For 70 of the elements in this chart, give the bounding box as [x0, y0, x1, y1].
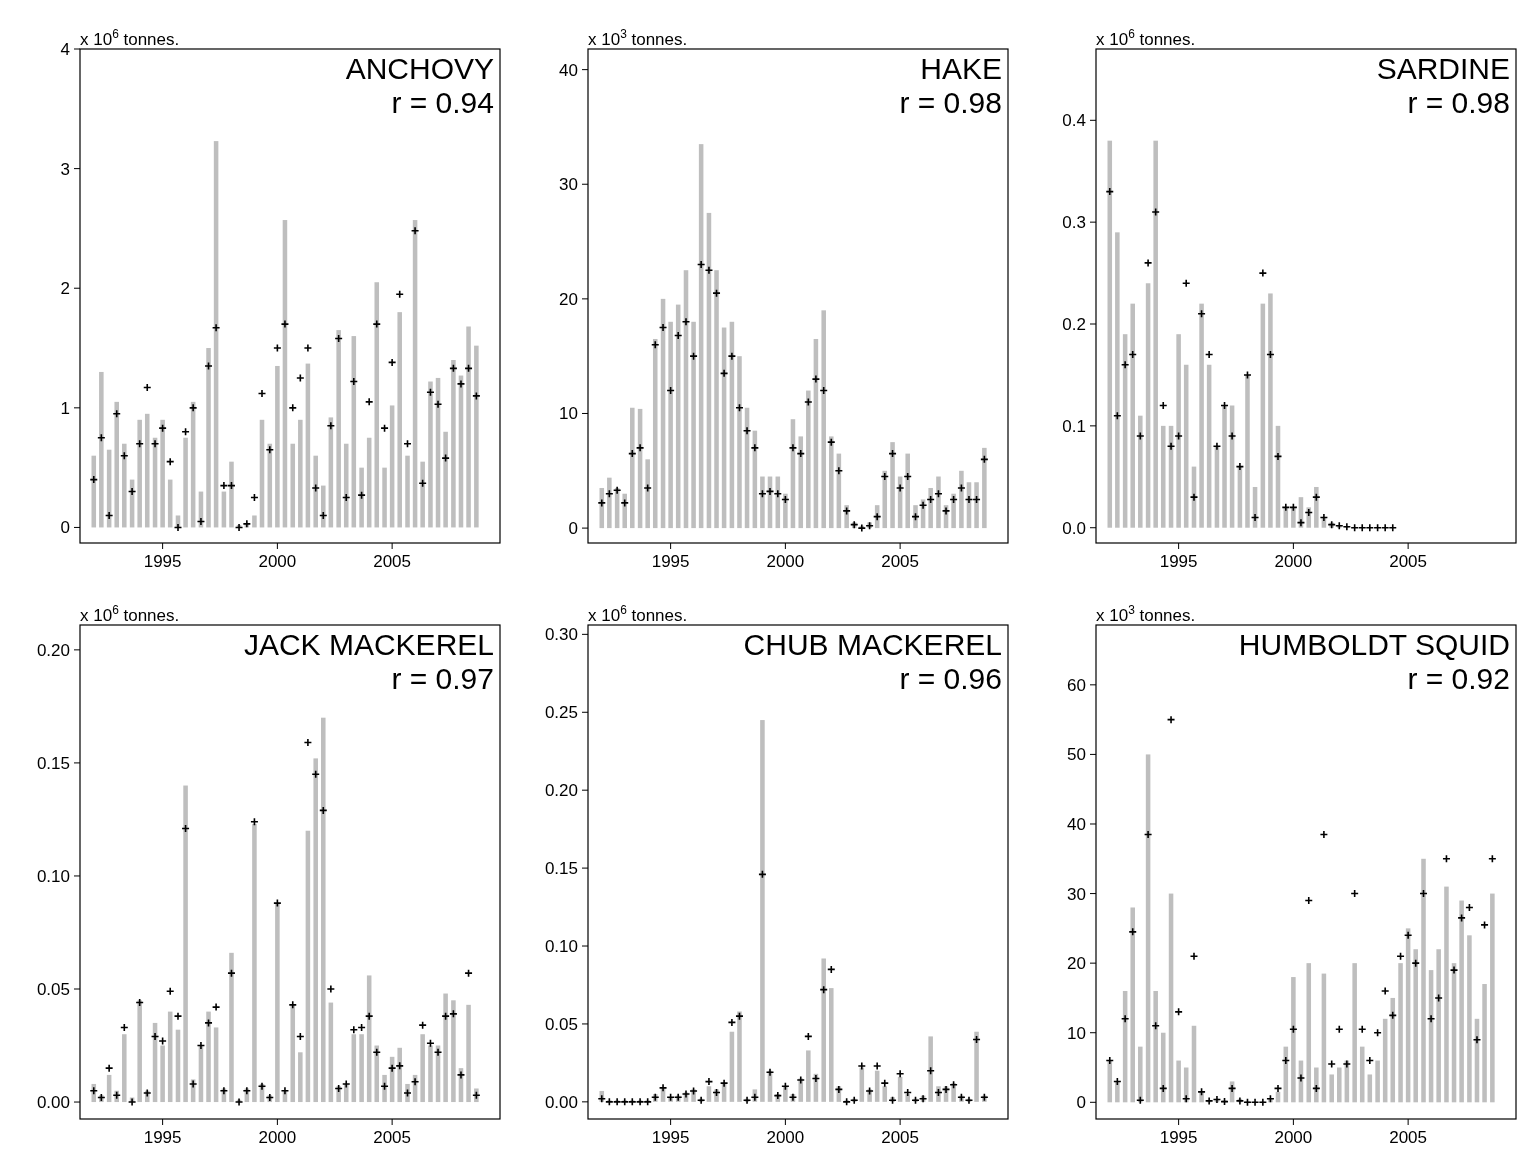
- x-tick-label: 2005: [1389, 552, 1428, 571]
- y-tick-label: 0.00: [36, 1092, 70, 1112]
- y-tick-label: 40: [1067, 814, 1086, 834]
- x-tick-label: 1995: [143, 1128, 182, 1147]
- y-tick-label: 0.10: [36, 866, 70, 886]
- y-tick-label: 0.4: [1062, 111, 1086, 131]
- chart-title: ANCHOVY: [345, 52, 494, 85]
- x-tick-label: 2000: [1274, 1128, 1313, 1147]
- y-tick-label: 2: [60, 279, 70, 299]
- y-tick-label: 0.10: [544, 936, 578, 956]
- annotation: r = 0.97: [391, 662, 494, 695]
- chart-title: SARDINE: [1376, 52, 1510, 85]
- x-tick-label: 2000: [766, 552, 805, 571]
- y-tick-label: 20: [559, 289, 578, 309]
- y-tick-label: 0.20: [544, 781, 578, 801]
- x-tick-label: 2000: [258, 552, 297, 571]
- annotation: r = 0.98: [1407, 86, 1510, 119]
- y-tick-label: 40: [559, 60, 578, 80]
- annotation: r = 0.94: [391, 86, 494, 119]
- y-tick-label: 20: [1067, 954, 1086, 974]
- x-tick-label: 1995: [651, 552, 690, 571]
- y-axis-title: x 10$^{6}$ tonnes.: [80, 603, 180, 625]
- y-tick-label: 0.00: [544, 1092, 578, 1112]
- y-tick-label: 0.30: [544, 625, 578, 645]
- y-tick-label: 0.20: [36, 640, 70, 660]
- x-tick-label: 2005: [373, 552, 412, 571]
- annotation: r = 0.96: [899, 662, 1002, 695]
- x-tick-label: 2005: [881, 1128, 920, 1147]
- chart-title: HAKE: [920, 52, 1002, 85]
- y-tick-label: 0.3: [1062, 213, 1086, 233]
- chart-title: HUMBOLDT SQUID: [1238, 628, 1510, 661]
- x-tick-label: 1995: [1159, 552, 1198, 571]
- y-tick-label: 0.0: [1062, 518, 1086, 538]
- y-axis-title: x 10$^{3}$ tonnes.: [1096, 603, 1196, 625]
- y-tick-label: 4: [60, 39, 70, 59]
- y-tick-label: 0.05: [36, 979, 70, 999]
- x-tick-label: 2000: [1274, 552, 1313, 571]
- y-tick-label: 30: [559, 175, 578, 195]
- x-tick-label: 1995: [143, 552, 182, 571]
- y-tick-label: 50: [1067, 745, 1086, 765]
- y-tick-label: 0: [568, 519, 578, 539]
- y-axis-title: x 10$^{3}$ tonnes.: [588, 27, 688, 49]
- y-tick-label: 0.15: [544, 859, 578, 879]
- y-tick-label: 0.2: [1062, 314, 1086, 334]
- y-axis-title: x 10$^{6}$ tonnes.: [80, 27, 180, 49]
- y-tick-label: 1: [60, 398, 70, 418]
- y-tick-label: 60: [1067, 675, 1086, 695]
- y-tick-label: 10: [1067, 1023, 1086, 1043]
- annotation: r = 0.92: [1407, 662, 1510, 695]
- y-tick-label: 10: [559, 404, 578, 424]
- y-axis-title: x 10$^{6}$ tonnes.: [588, 603, 688, 625]
- x-tick-label: 1995: [1159, 1128, 1198, 1147]
- y-tick-label: 0.15: [36, 753, 70, 773]
- x-tick-label: 2005: [881, 552, 920, 571]
- y-tick-label: 0.25: [544, 703, 578, 723]
- chart-title: JACK MACKEREL: [243, 628, 494, 661]
- y-axis-title: x 10$^{6}$ tonnes.: [1096, 27, 1196, 49]
- x-tick-label: 2000: [258, 1128, 297, 1147]
- y-tick-label: 3: [60, 159, 70, 179]
- x-tick-label: 2005: [373, 1128, 412, 1147]
- x-tick-label: 1995: [651, 1128, 690, 1147]
- y-tick-label: 0: [1076, 1093, 1086, 1113]
- x-tick-label: 2005: [1389, 1128, 1428, 1147]
- y-tick-label: 0.05: [544, 1014, 578, 1034]
- y-tick-label: 30: [1067, 884, 1086, 904]
- x-tick-label: 2000: [766, 1128, 805, 1147]
- chart-title: CHUB MACKEREL: [743, 628, 1002, 661]
- annotation: r = 0.98: [899, 86, 1002, 119]
- y-tick-label: 0: [60, 518, 70, 538]
- y-tick-label: 0.1: [1062, 416, 1086, 436]
